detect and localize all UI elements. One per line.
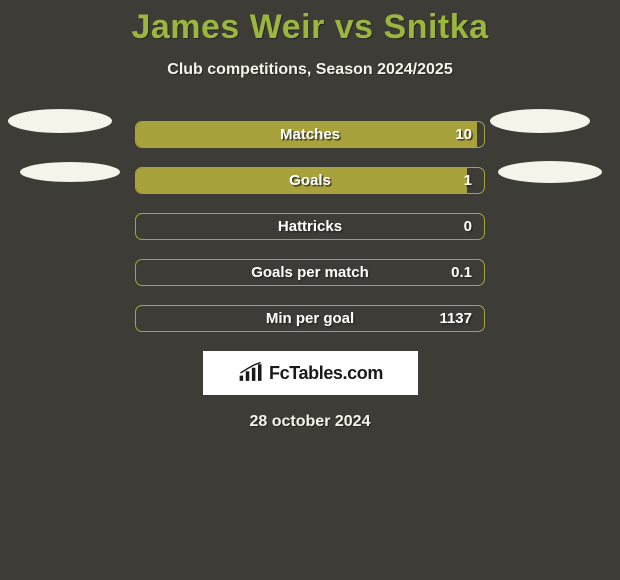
page-title: James Weir vs Snitka (0, 0, 620, 47)
bar-value: 1137 (439, 306, 472, 331)
bar-fill (136, 168, 467, 193)
bar-label: Hattricks (136, 214, 484, 239)
bar-row-hattricks: Hattricks 0 (135, 213, 485, 240)
bar-value: 0 (464, 214, 472, 239)
date-label: 28 october 2024 (0, 413, 620, 431)
bar-chart-icon (237, 362, 265, 384)
bar-label: Goals per match (136, 260, 484, 285)
bar-row-goals: Goals 1 (135, 167, 485, 194)
bars-container: Matches 10 Goals 1 Hattricks 0 Goals per… (135, 121, 485, 332)
bar-row-matches: Matches 10 (135, 121, 485, 148)
ellipse-decoration-right-2 (498, 161, 602, 183)
comparison-chart: Matches 10 Goals 1 Hattricks 0 Goals per… (0, 121, 620, 332)
site-logo[interactable]: FcTables.com (203, 351, 418, 395)
bar-fill (136, 122, 477, 147)
bar-row-goals-per-match: Goals per match 0.1 (135, 259, 485, 286)
bar-row-min-per-goal: Min per goal 1137 (135, 305, 485, 332)
ellipse-decoration-right-1 (490, 109, 590, 133)
bar-value: 0.1 (451, 260, 472, 285)
subtitle: Club competitions, Season 2024/2025 (0, 61, 620, 79)
ellipse-decoration-left-2 (20, 162, 120, 182)
logo-text: FcTables.com (269, 363, 383, 384)
bar-label: Min per goal (136, 306, 484, 331)
ellipse-decoration-left-1 (8, 109, 112, 133)
